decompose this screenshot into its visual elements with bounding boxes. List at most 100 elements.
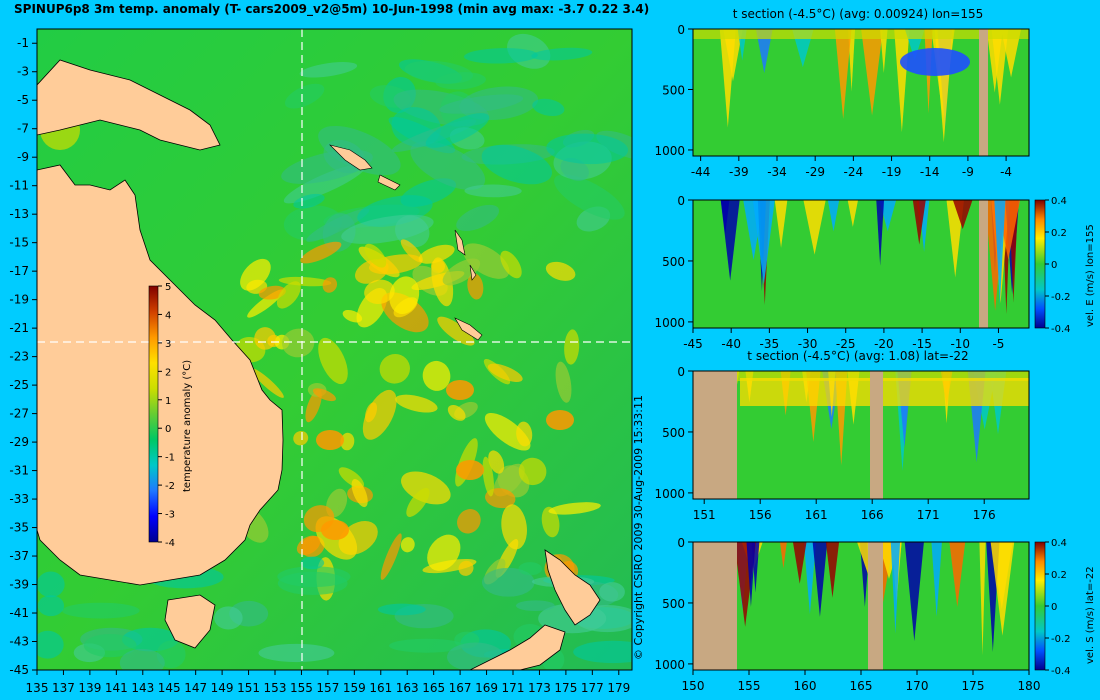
- map-warm-eddy: [406, 487, 430, 517]
- map-x-tick-label: 155: [290, 681, 313, 695]
- section-x-tick-label: -25: [836, 337, 856, 351]
- map-warm-eddy: [300, 241, 342, 264]
- temperature-colorbar-tick-label: -1: [165, 453, 175, 464]
- section-feature: [746, 542, 756, 607]
- map-warm-core: [321, 520, 349, 540]
- map-frame: [36, 28, 633, 671]
- map-warm-eddy: [251, 368, 284, 398]
- map-x-tick-label: 161: [369, 681, 392, 695]
- map-x-tick-label: 179: [607, 681, 630, 695]
- section-feature: [990, 542, 1015, 636]
- section2-colorbar-label: vel. E (m/s) lon=155: [1085, 224, 1096, 327]
- map-warm-eddy: [518, 457, 547, 486]
- vanuatu-land: [454, 229, 477, 281]
- map-warm-eddy: [340, 432, 355, 451]
- map-y-tick-label: -7: [17, 122, 29, 136]
- map-x-tick-label: 147: [184, 681, 207, 695]
- section4-land-mask-west: [693, 542, 737, 670]
- map-warm-eddy: [545, 261, 576, 281]
- colorbar-tick-label: 0.4: [1051, 538, 1067, 549]
- map-x-tick-label: 137: [52, 681, 75, 695]
- section3-warm-layer: [740, 378, 1029, 406]
- section-x-tick-label: 155: [738, 679, 761, 693]
- new-zealand-north-land: [544, 549, 601, 626]
- colorbar-tick-label: 0: [1051, 602, 1057, 613]
- section1-field: [693, 29, 1029, 143]
- section-feature: [812, 542, 828, 617]
- map-southern-eddy: [61, 602, 140, 619]
- section-feature: [890, 542, 901, 634]
- map-warm-eddy: [400, 537, 415, 553]
- section-feature: [803, 542, 817, 615]
- map-cool-eddy: [293, 193, 325, 209]
- map-y-tick-label: -19: [9, 293, 29, 307]
- map-cool-eddy: [410, 141, 486, 190]
- map-x-tick-label: 135: [26, 681, 49, 695]
- section-x-tick-label: 160: [794, 679, 817, 693]
- map-cool-eddy: [456, 204, 500, 232]
- map-cool-eddy: [531, 47, 593, 61]
- map-y-tick-label: -1: [17, 36, 29, 50]
- section3-land-mask-west: [693, 371, 737, 499]
- section3-axes: 151 156 161 166 171 176 0 500 1000: [654, 365, 995, 522]
- map-cool-eddy: [284, 83, 325, 109]
- map-warm-eddy: [293, 430, 309, 446]
- section-x-tick-label: -9: [962, 165, 974, 179]
- map-warm-eddy: [364, 243, 387, 268]
- map-warm-core: [456, 460, 484, 480]
- map-x-tick-label: 169: [475, 681, 498, 695]
- map-x-tick-label: 151: [237, 681, 260, 695]
- map-southern-eddy: [214, 606, 243, 630]
- section4-panel: 150 155 160 165 170 175 180 0 500 1000 0.4 0.2 0 -0.…: [654, 536, 1096, 693]
- section-x-tick-label: 150: [682, 679, 705, 693]
- section-x-tick-label: 161: [805, 508, 828, 522]
- section2-colorbar: [1034, 199, 1046, 329]
- section1-panel: t section (-4.5°C) (avg: 0.00924) lon=15…: [654, 7, 1030, 179]
- temperature-colorbar-ticks: 5 4 3 2 1 0 -1 -2 -3 -4: [158, 282, 175, 549]
- section-y-tick-label: 1000: [654, 316, 685, 330]
- section-y-tick-label: 500: [662, 426, 685, 440]
- temperature-colorbar-tick-label: 0: [165, 424, 171, 435]
- temperature-colorbar-label: temperature anomaly (°C): [182, 360, 193, 492]
- map-panel: 135 137 139 141 143 145 147 149 151 153 155 157 159 1…: [9, 28, 633, 695]
- map-warm-eddy: [418, 244, 455, 264]
- section-feature: [1001, 29, 1022, 78]
- section-x-tick-label: 165: [850, 679, 873, 693]
- map-warm-eddy: [254, 327, 276, 350]
- map-warm-eddy: [282, 328, 315, 358]
- colorbar-tick-label: -0.4: [1051, 666, 1071, 677]
- map-warm-eddy: [362, 389, 397, 440]
- map-cool-eddy: [306, 208, 370, 242]
- map-warm-eddy: [380, 533, 402, 580]
- section1-title: t section (-4.5°C) (avg: 0.00924) lon=15…: [733, 7, 984, 21]
- section-feature: [779, 542, 787, 569]
- new-zealand-south-land: [469, 624, 566, 670]
- section2-axes: -45 -40 -35 -30 -25 -20 -15 -10 -5 0 500 1000: [654, 194, 1004, 351]
- map-x-tick-label: 149: [211, 681, 234, 695]
- map-warm-eddy: [500, 250, 522, 279]
- section-feature: [792, 542, 807, 584]
- temperature-colorbar-tick-label: 5: [165, 282, 171, 293]
- map-warm-eddy: [482, 456, 494, 497]
- map-x-tick-label: 143: [131, 681, 154, 695]
- section-x-tick-label: 180: [1018, 679, 1041, 693]
- map-warm-eddy: [457, 509, 481, 534]
- temperature-colorbar-tick-label: 1: [165, 396, 171, 407]
- section-x-tick-label: -24: [844, 165, 864, 179]
- map-warm-eddy: [437, 316, 475, 346]
- section2-field: [720, 200, 1021, 315]
- section-x-tick-label: -34: [767, 165, 787, 179]
- map-warm-eddy: [389, 276, 420, 315]
- map-anomaly-field: [37, 33, 632, 670]
- colorbar-tick-label: 0.2: [1051, 570, 1067, 581]
- colorbar-tick-label: -0.2: [1051, 634, 1071, 645]
- map-cool-eddy: [425, 113, 490, 148]
- map-cool-eddy: [554, 174, 625, 220]
- map-y-tick-label: -33: [9, 492, 29, 506]
- map-southern-eddy: [37, 571, 65, 598]
- map-x-tick-label: 173: [528, 681, 551, 695]
- map-x-tick-label: 163: [396, 681, 419, 695]
- map-warm-eddy: [541, 506, 560, 538]
